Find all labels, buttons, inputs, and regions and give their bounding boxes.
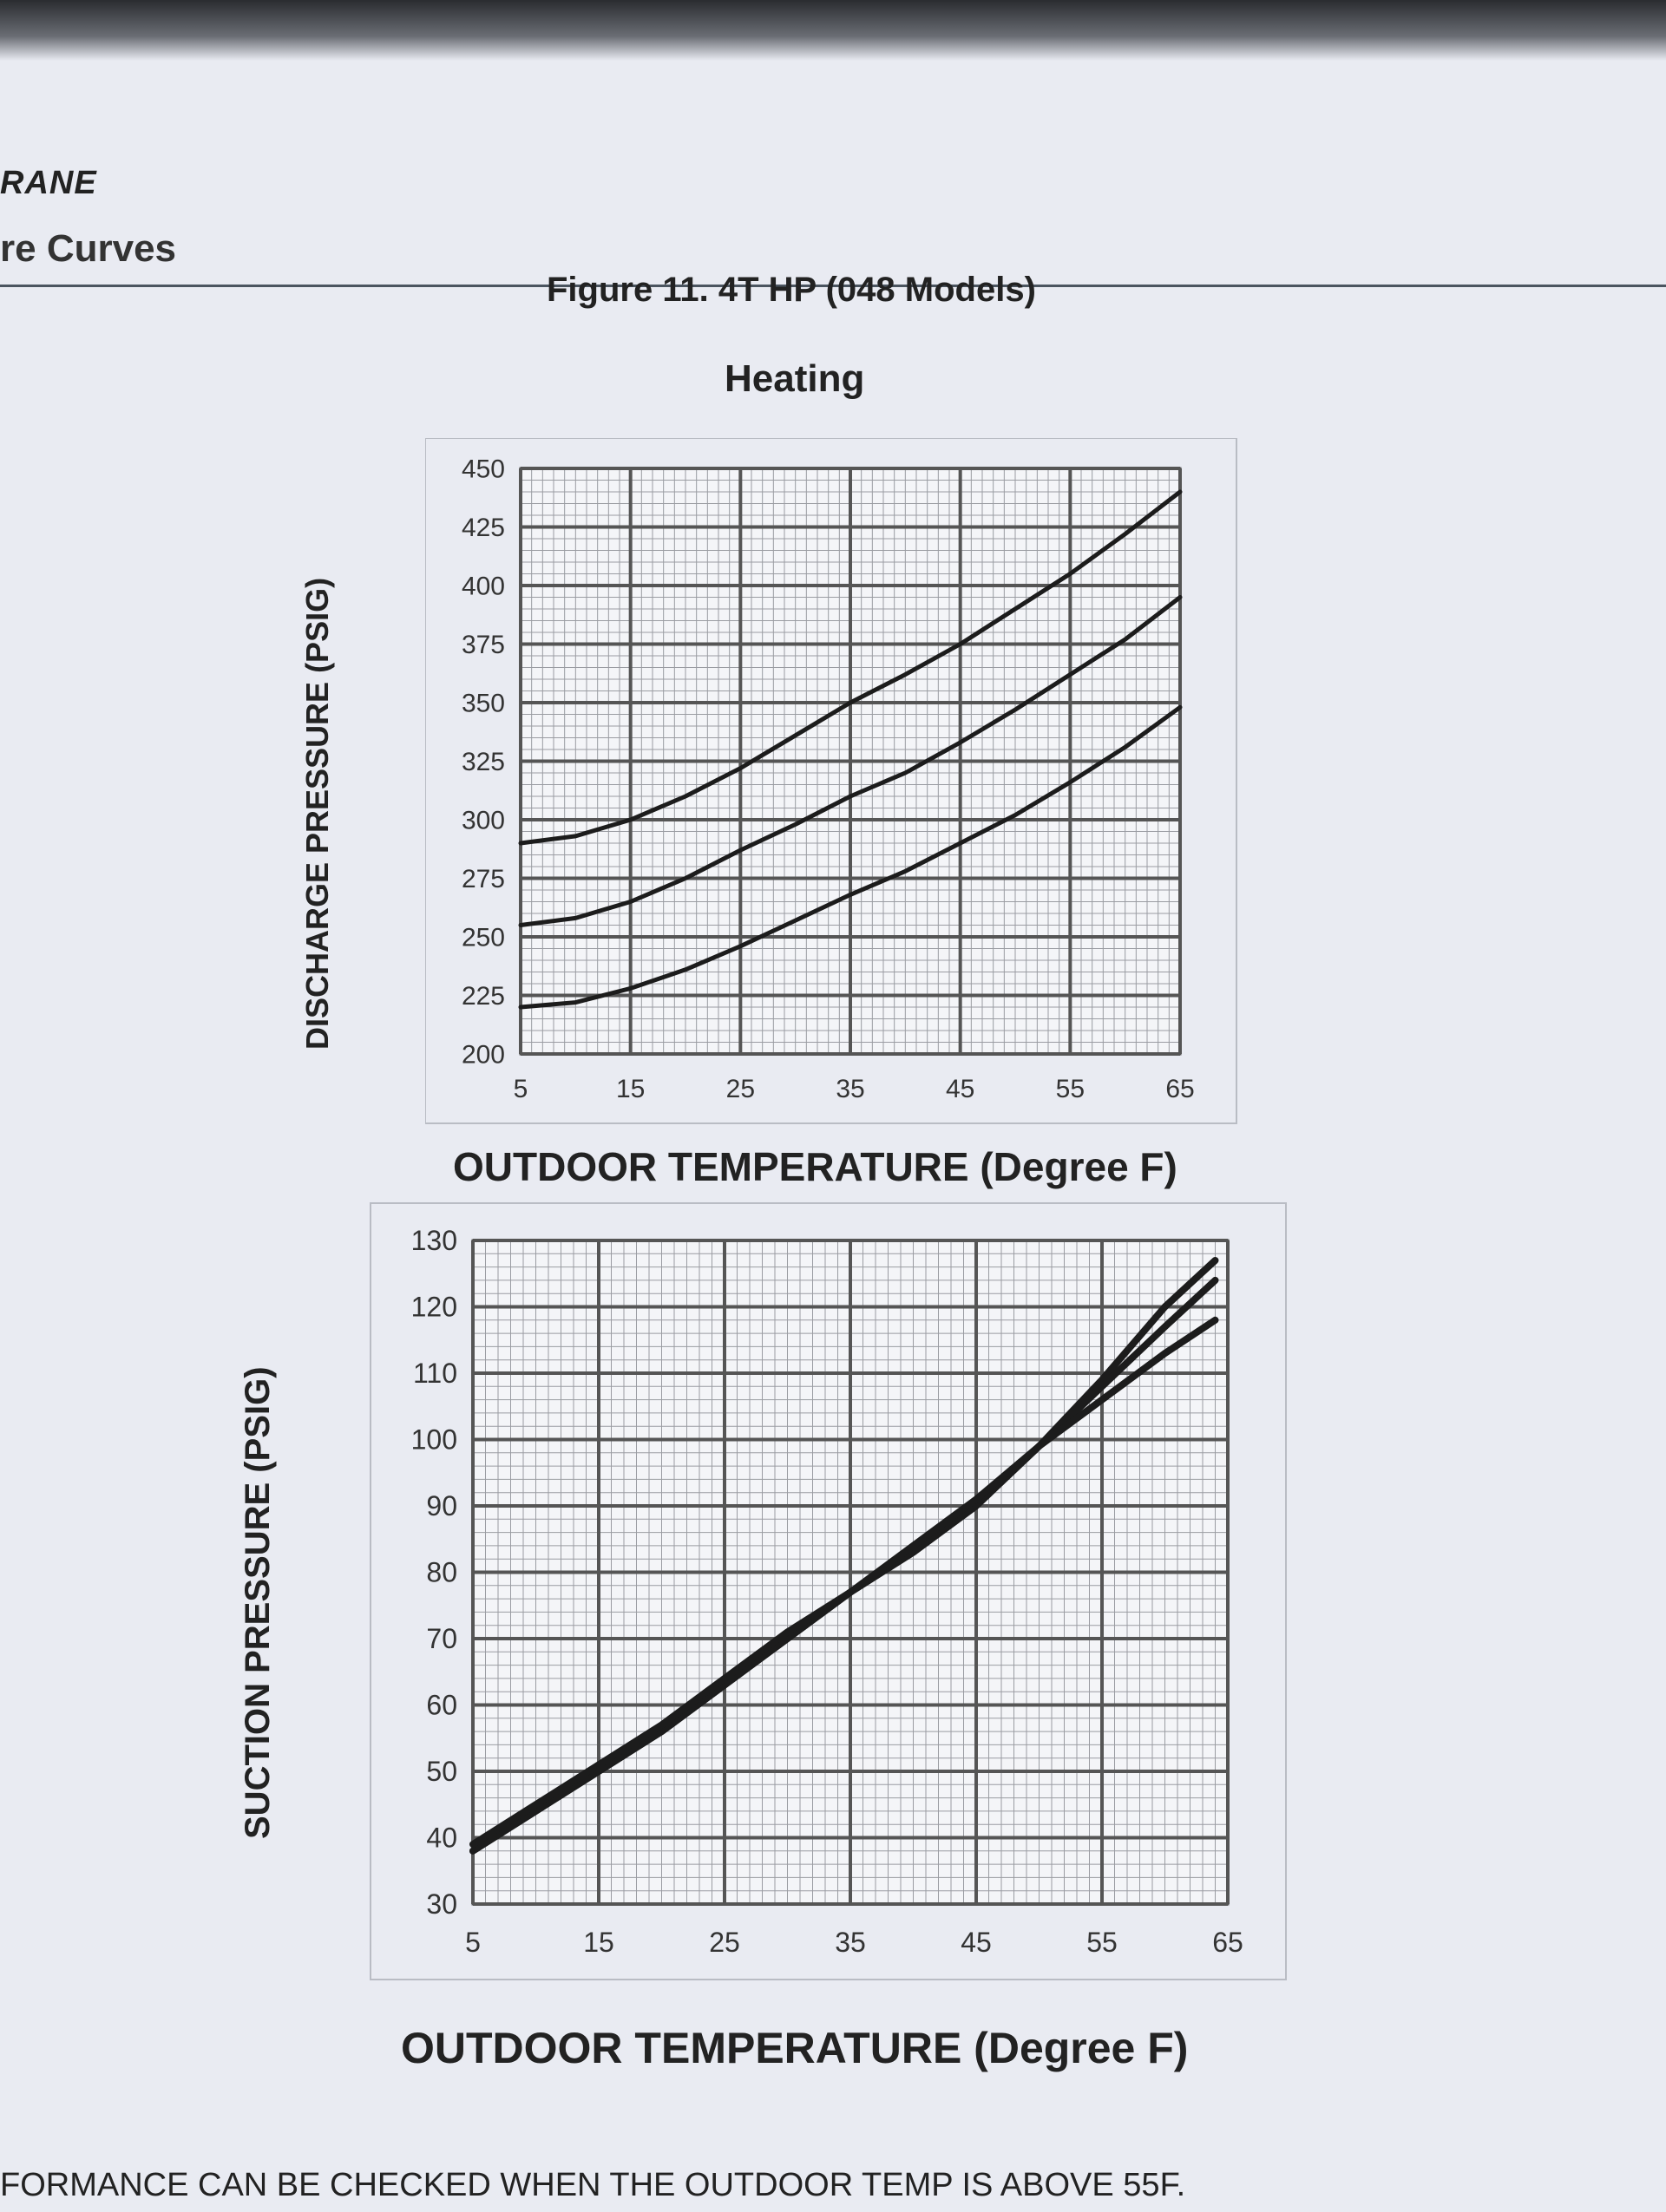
- x-tick-label: 35: [835, 1927, 866, 1958]
- y-tick-label: 130: [411, 1225, 457, 1256]
- y-tick-label: 225: [462, 982, 505, 1011]
- y-tick-label: 70: [426, 1623, 457, 1654]
- suction-x-axis-label: OUTDOOR TEMPERATURE (Degree F): [401, 2024, 1189, 2072]
- y-tick-label: 250: [462, 924, 505, 952]
- x-tick-label: 25: [726, 1075, 755, 1103]
- top-shadow-band: [0, 0, 1666, 61]
- chart-frame: [370, 1202, 1287, 1980]
- x-tick-label: 55: [1086, 1927, 1118, 1958]
- y-tick-label: 50: [426, 1756, 457, 1787]
- y-tick-label: 30: [426, 1888, 457, 1920]
- x-tick-label: 45: [961, 1927, 992, 1958]
- y-tick-label: 90: [426, 1490, 457, 1522]
- y-tick-label: 350: [462, 690, 505, 718]
- y-tick-label: 275: [462, 865, 505, 893]
- series-line-3: [469, 1316, 1219, 1849]
- y-tick-label: 375: [462, 631, 505, 659]
- figure-title: Figure 11. 4T HP (048 Models): [547, 271, 1036, 309]
- mode-title: Heating: [725, 357, 865, 400]
- discharge-x-axis-label: OUTDOOR TEMPERATURE (Degree F): [453, 1144, 1177, 1189]
- header-rule: [0, 285, 1666, 287]
- y-tick-label: 200: [462, 1041, 505, 1070]
- y-tick-label: 40: [426, 1823, 457, 1854]
- series-line-2: [518, 595, 1183, 927]
- chart-frame: [425, 438, 1237, 1124]
- x-tick-label: 25: [709, 1927, 740, 1958]
- x-tick-label: 15: [616, 1075, 645, 1103]
- y-tick-label: 450: [462, 455, 505, 484]
- x-tick-label: 5: [465, 1927, 481, 1958]
- discharge-y-axis-label: DISCHARGE PRESSURE (PSIG): [299, 577, 335, 1050]
- x-tick-label: 45: [946, 1075, 974, 1103]
- y-tick-label: 80: [426, 1557, 457, 1588]
- suction-pressure-chart: 5 15 25 35 45 55 65 30 40 50 60 70 80 90 100 110 120 130: [370, 1202, 1287, 1980]
- brand-logo-text: RANE: [0, 165, 97, 201]
- y-tick-label: 400: [462, 573, 505, 601]
- y-tick-label: 110: [413, 1358, 457, 1389]
- x-tick-label: 15: [583, 1927, 614, 1958]
- footer-note: FORMANCE CAN BE CHECKED WHEN THE OUTDOOR…: [0, 2167, 1186, 2203]
- x-tick-label: 55: [1056, 1075, 1085, 1103]
- x-tick-label: 65: [1165, 1075, 1194, 1103]
- discharge-pressure-chart: 5 15 25 35 45 55 65 200 225 250 275 300 325 350 375 400…: [425, 438, 1237, 1124]
- y-tick-label: 120: [411, 1292, 457, 1323]
- x-tick-label: 5: [514, 1075, 528, 1103]
- y-tick-label: 325: [462, 748, 505, 776]
- suction-y-axis-label: SUCTION PRESSURE (PSIG): [239, 1366, 277, 1839]
- y-tick-label: 100: [411, 1424, 457, 1456]
- series-line-3: [518, 704, 1183, 1010]
- x-tick-label: 35: [836, 1075, 864, 1103]
- series-line-1: [518, 489, 1183, 846]
- y-tick-label: 425: [462, 514, 505, 542]
- section-title: re Curves: [0, 227, 177, 270]
- y-tick-label: 60: [426, 1690, 457, 1721]
- x-tick-label: 65: [1212, 1927, 1243, 1958]
- y-tick-label: 300: [462, 807, 505, 835]
